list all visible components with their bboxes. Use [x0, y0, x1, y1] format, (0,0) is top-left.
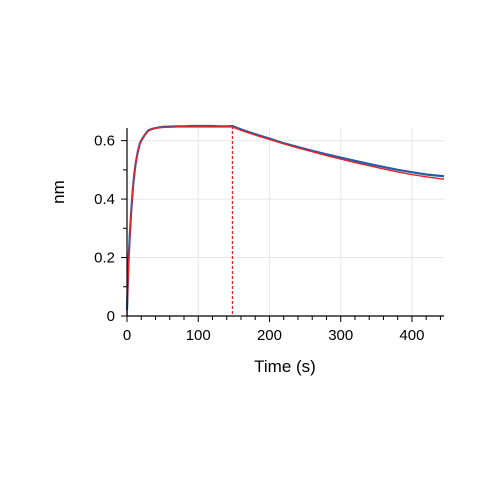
axes	[126, 128, 444, 317]
x-tick-label: 400	[399, 327, 424, 344]
y-axis-label: nm	[49, 180, 68, 204]
x-tick-label: 0	[123, 327, 131, 344]
measured-data-line	[125, 124, 445, 311]
y-tick-label: 0.2	[94, 250, 115, 267]
series-lines	[125, 124, 445, 317]
tick-labels: 0 100 200 300 400 0 0.2 0.4 0.6	[94, 133, 424, 344]
x-tick-label: 300	[328, 327, 353, 344]
grid-lines	[127, 128, 444, 316]
tick-marks	[121, 140, 441, 322]
y-tick-label: 0	[107, 308, 115, 325]
fit-line	[126, 126, 445, 317]
x-tick-label: 100	[186, 327, 211, 344]
y-tick-label: 0.4	[94, 191, 115, 208]
y-tick-label: 0.6	[94, 133, 115, 150]
x-axis-label: Time (s)	[254, 357, 316, 376]
x-tick-label: 200	[257, 327, 282, 344]
